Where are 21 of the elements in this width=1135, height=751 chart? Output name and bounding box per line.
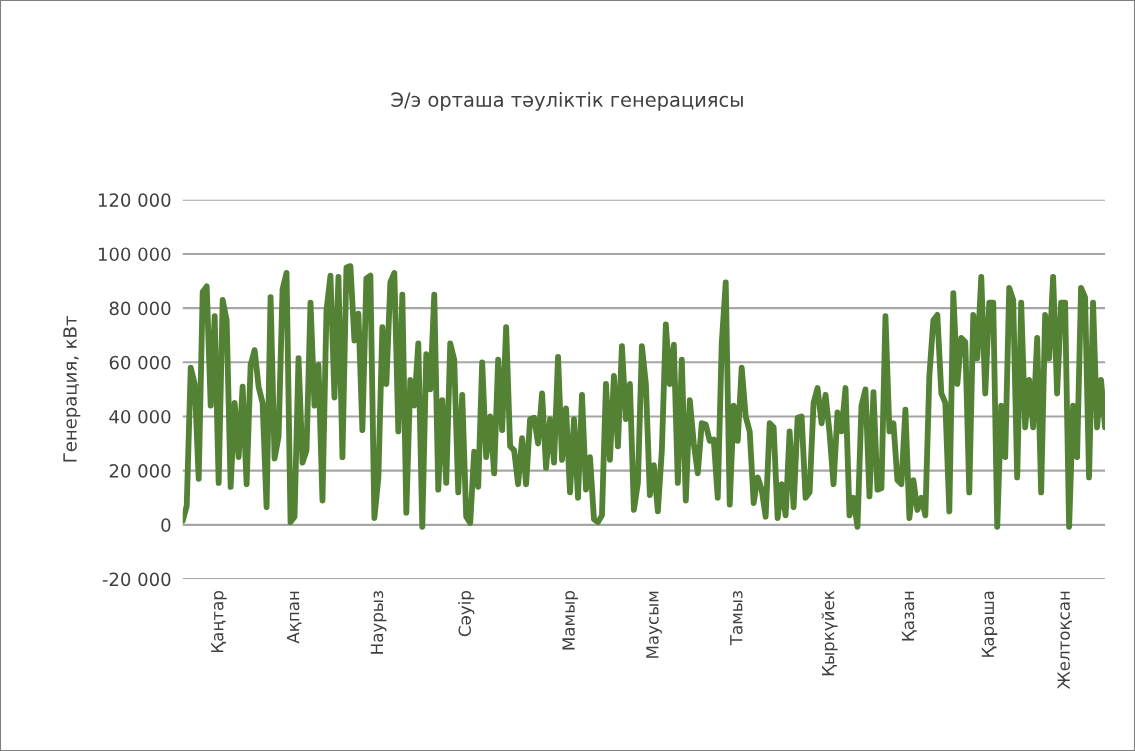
x-tick-label: Сәуір [458, 591, 475, 637]
x-tick-label: Желтоқсан [1057, 591, 1073, 689]
x-tick-label: Қаңтар [211, 591, 227, 653]
x-tick-label: Мамыр [562, 591, 579, 650]
y-tick-label: 0 [161, 518, 171, 532]
x-tick-label: Қараша [981, 591, 998, 657]
y-tick-label: 120 000 [98, 193, 171, 207]
x-tick-label: Наурыз [370, 591, 387, 654]
y-tick-label: -20 000 [102, 572, 171, 587]
x-tick-label: Тамыз [730, 591, 743, 646]
y-tick-label: 20 000 [109, 464, 171, 478]
x-tick-label: Ақпан [286, 591, 302, 644]
y-tick-label: 100 000 [98, 247, 171, 262]
y-tick-label: 40 000 [109, 409, 171, 424]
y-tick-label: 80 000 [109, 301, 171, 316]
chart-title: Э/э орташа тәуліктік генерациясы [391, 91, 743, 111]
y-tick-label: 60 000 [109, 355, 171, 370]
x-tick-label: Қыркүйек [821, 590, 838, 676]
x-tick-label: Қазан [901, 591, 917, 641]
x-tick-label: Маусым [646, 591, 662, 658]
y-axis-title: Генерация, кВт [63, 316, 81, 462]
